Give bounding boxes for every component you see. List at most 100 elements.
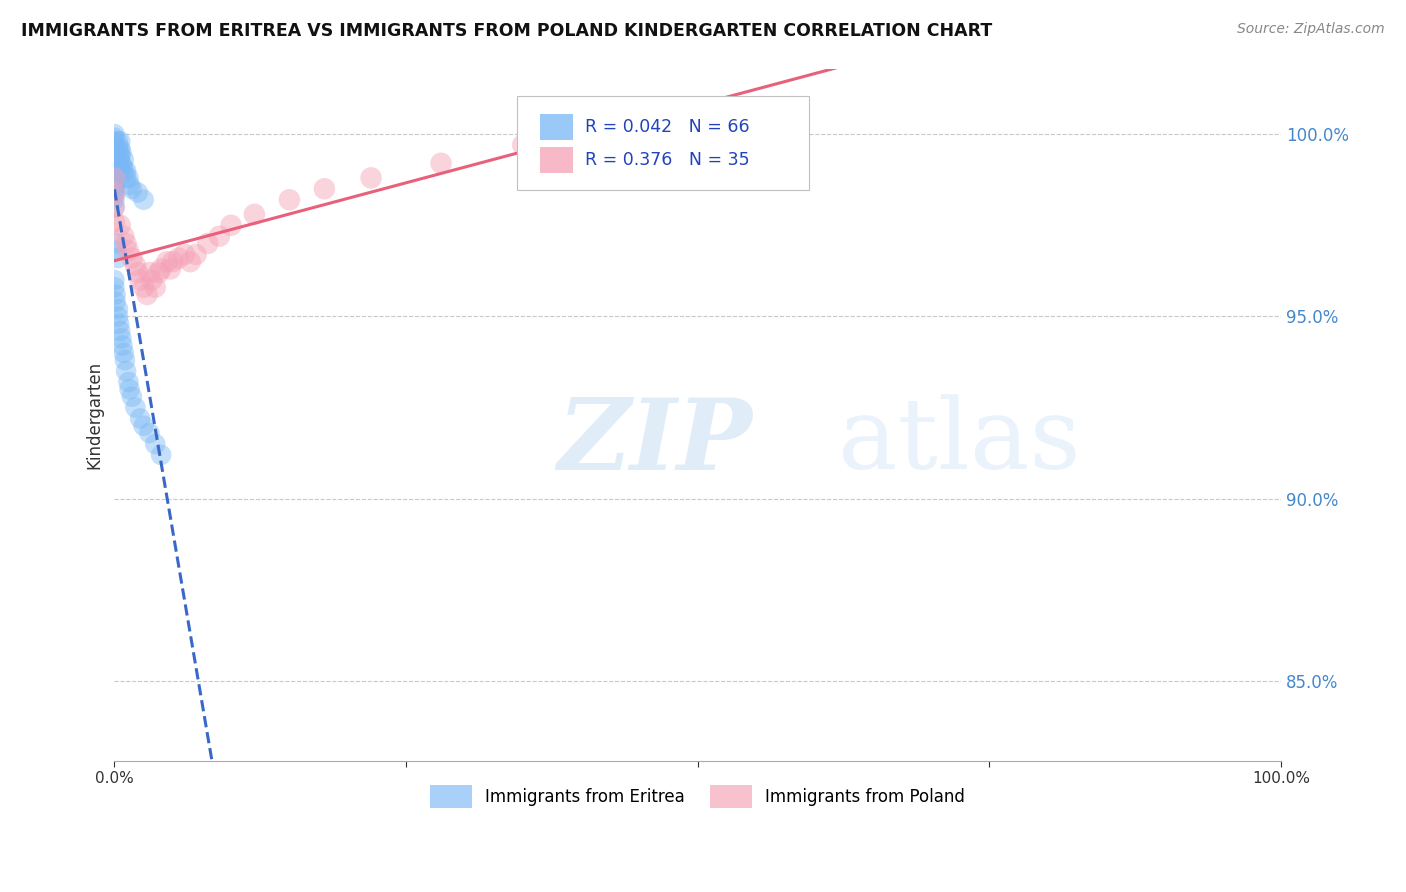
Point [104,294,127,309]
Point [103,127,125,141]
Point [110,156,132,170]
Point [103,163,125,178]
Point [103,189,125,203]
Point [197,236,219,251]
FancyBboxPatch shape [540,147,572,173]
Point [138,425,160,440]
Point [107,142,129,156]
Point [111,160,134,174]
Point [103,214,125,228]
Text: R = 0.042   N = 66: R = 0.042 N = 66 [585,118,749,136]
Point [108,153,131,167]
Point [208,229,231,244]
Point [110,142,132,156]
Point [103,149,125,163]
Point [512,138,534,153]
Text: ZIP: ZIP [558,394,752,491]
Point [110,331,132,345]
Text: atlas: atlas [838,394,1080,491]
Point [129,273,152,287]
Point [107,310,129,324]
Point [108,160,131,174]
Point [219,219,242,233]
Text: IMMIGRANTS FROM ERITREA VS IMMIGRANTS FROM POLAND KINDERGARTEN CORRELATION CHART: IMMIGRANTS FROM ERITREA VS IMMIGRANTS FR… [21,22,993,40]
Point [114,353,136,368]
Point [103,280,125,294]
Point [143,437,166,451]
Point [110,145,132,160]
Point [103,200,125,214]
Point [103,153,125,167]
Point [167,251,190,265]
Point [132,418,155,433]
Point [141,273,163,287]
Point [124,258,146,272]
Point [103,142,125,156]
Point [107,302,129,317]
Point [150,448,173,462]
FancyBboxPatch shape [517,96,808,190]
Point [112,229,135,244]
Point [110,149,132,163]
Point [136,287,159,301]
Point [150,262,173,277]
Point [108,317,131,331]
Point [278,193,301,207]
Point [129,411,152,425]
Point [103,167,125,181]
Point [103,170,125,185]
Point [132,193,155,207]
FancyBboxPatch shape [540,113,572,140]
Point [184,247,207,261]
Point [110,135,132,149]
Point [105,244,128,258]
Point [103,193,125,207]
Text: R = 0.376   N = 35: R = 0.376 N = 35 [585,151,749,169]
Point [112,346,135,360]
Point [103,182,125,196]
Point [360,170,382,185]
Point [107,251,129,265]
Point [143,280,166,294]
Point [156,254,179,268]
Point [121,251,143,265]
Point [104,287,127,301]
Point [103,160,125,174]
Point [112,163,135,178]
Point [430,156,453,170]
Point [103,156,125,170]
Point [121,182,143,196]
Point [124,401,146,415]
Point [115,163,138,178]
Point [121,390,143,404]
Point [103,200,125,214]
Point [173,247,195,261]
Point [127,266,149,280]
Point [243,207,266,221]
Point [103,130,125,145]
Point [103,186,125,200]
Legend: Immigrants from Eritrea, Immigrants from Poland: Immigrants from Eritrea, Immigrants from… [423,778,972,815]
Point [103,138,125,153]
Point [110,163,132,178]
Point [108,145,131,160]
Point [118,178,141,193]
Point [110,219,132,233]
Point [105,236,128,251]
Point [103,145,125,160]
Point [103,135,125,149]
Point [115,236,138,251]
Text: Source: ZipAtlas.com: Source: ZipAtlas.com [1237,22,1385,37]
Point [138,266,160,280]
Point [103,186,125,200]
Point [112,153,135,167]
Point [103,178,125,193]
Point [117,375,139,389]
Point [115,170,138,185]
Point [159,262,181,277]
Point [110,324,132,338]
Point [127,186,149,200]
Point [115,364,138,378]
Point [103,273,125,287]
Point [148,266,170,280]
